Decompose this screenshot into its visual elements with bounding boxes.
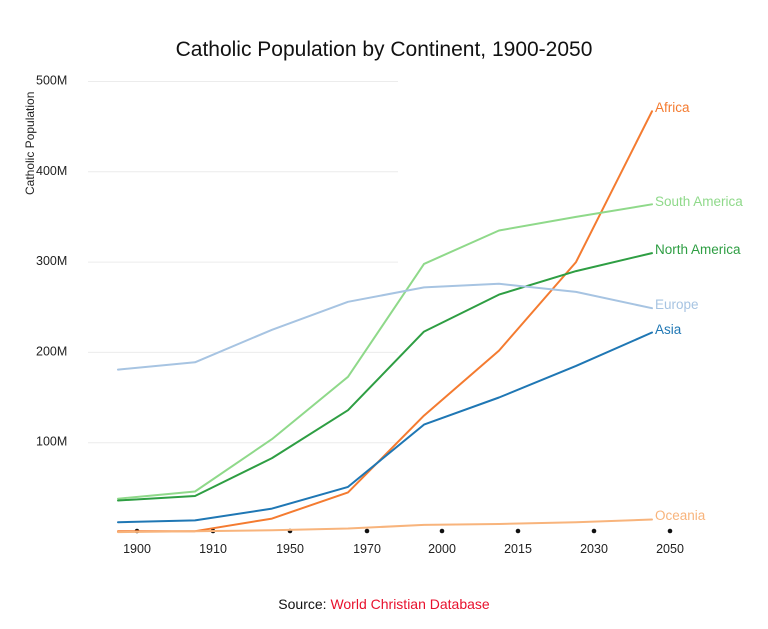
x-tick-label: 1970 (353, 542, 381, 556)
series-line-asia (117, 331, 653, 524)
y-tick-label: 100M (36, 435, 67, 449)
series-label-asia: Asia (655, 322, 682, 337)
y-tick-label: 300M (36, 254, 67, 268)
x-tick-dot (364, 528, 370, 534)
x-tick-label: 2030 (580, 542, 608, 556)
series-label-europe: Europe (655, 297, 699, 312)
y-axis-label: Catholic Population (23, 92, 37, 195)
grid-lines (88, 81, 398, 444)
series-line-africa (117, 110, 653, 533)
series-label-south-america: South America (655, 194, 743, 209)
series-lines (117, 110, 653, 534)
x-tick-dot (667, 528, 673, 534)
x-tick-label: 1900 (123, 542, 151, 556)
series-line-europe (117, 282, 653, 371)
x-tick-dot (515, 528, 521, 534)
x-tick-label: 2000 (428, 542, 456, 556)
x-tick-label: 2015 (504, 542, 532, 556)
x-tick-dot (591, 528, 597, 534)
x-tick-dot (439, 528, 445, 534)
source-link[interactable]: World Christian Database (330, 596, 490, 612)
series-label-oceania: Oceania (655, 508, 706, 523)
x-tick-label: 1950 (276, 542, 304, 556)
y-tick-label: 400M (36, 164, 67, 178)
source-prefix: Source: (278, 596, 331, 612)
y-tick-label: 500M (36, 74, 67, 88)
y-tick-label: 200M (36, 344, 67, 358)
chart-title: Catholic Population by Continent, 1900-2… (175, 38, 593, 61)
series-line-north-america (117, 252, 653, 502)
series-label-north-america: North America (655, 242, 741, 257)
series-line-south-america (117, 203, 653, 500)
series-label-africa: Africa (655, 100, 690, 115)
x-tick-label: 1910 (199, 542, 227, 556)
series-line-oceania (117, 518, 653, 534)
source-line: Source: World Christian Database (0, 596, 768, 612)
x-tick-label: 2050 (656, 542, 684, 556)
series-labels: Africa South America North America Europe As… (655, 100, 743, 523)
axis-ticks: 100M 200M 300M 400M 500M 1900 1910 1950 1970 2000… (36, 74, 684, 557)
